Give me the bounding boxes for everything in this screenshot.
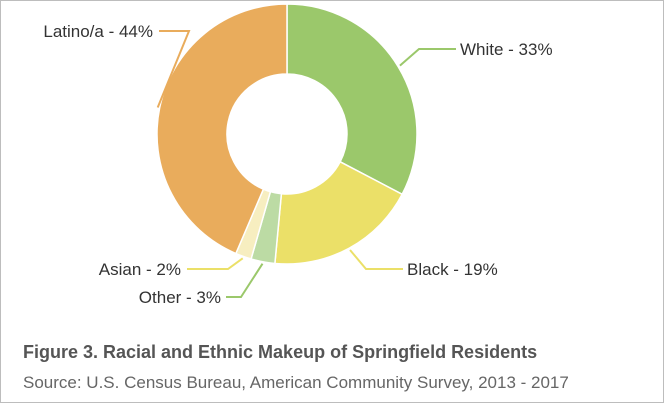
leader-line-black bbox=[349, 249, 403, 270]
leader-line-latino-a bbox=[156, 30, 191, 108]
leader-line-other bbox=[226, 263, 264, 298]
leader-line-white bbox=[399, 48, 456, 67]
figure-caption-source: Source: U.S. Census Bureau, American Com… bbox=[23, 373, 569, 392]
slice-black bbox=[274, 160, 404, 265]
slice-label-white: White - 33% bbox=[460, 40, 553, 59]
slice-label-asian: Asian - 2% bbox=[99, 260, 181, 279]
leader-line-asian bbox=[187, 257, 244, 270]
slice-label-black: Black - 19% bbox=[407, 260, 498, 279]
slice-white bbox=[286, 3, 418, 196]
slice-label-other: Other - 3% bbox=[139, 288, 221, 307]
slice-label-latino-a: Latino/a - 44% bbox=[43, 22, 153, 41]
figure-caption-title: Figure 3. Racial and Ethnic Makeup of Sp… bbox=[23, 342, 538, 362]
slice-latino-a bbox=[156, 3, 288, 255]
